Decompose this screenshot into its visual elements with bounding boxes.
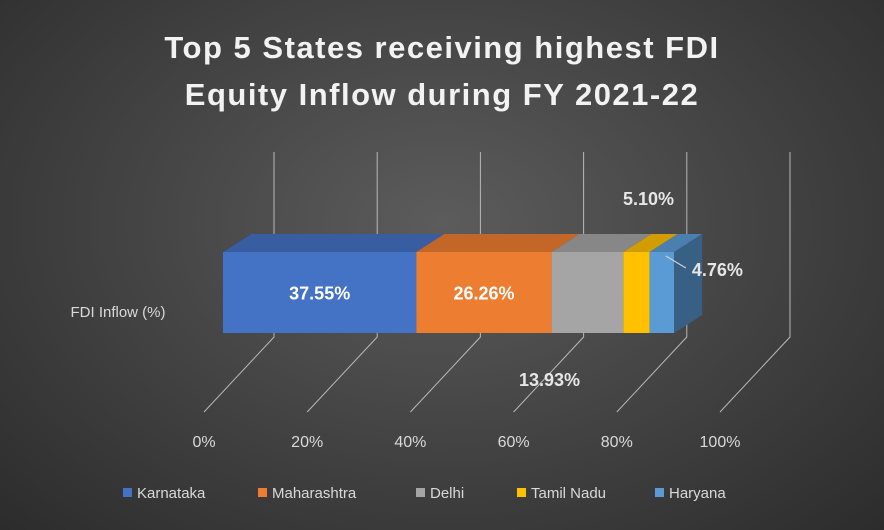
x-tick-label: 100% (700, 434, 741, 451)
legend-label: Tamil Nadu (531, 485, 606, 502)
chart-title: Top 5 States receiving highest FDI Equity… (164, 30, 719, 112)
legend-label: Maharashtra (272, 485, 357, 502)
category-axis: FDI Inflow (%) (70, 304, 165, 321)
bar-segment-karnataka (223, 234, 445, 333)
legend-label: Haryana (669, 485, 726, 502)
legend-swatch (123, 488, 132, 497)
bar-segment-tamil-nadu (623, 234, 678, 333)
x-tick-label: 20% (291, 434, 323, 451)
category-label: FDI Inflow (%) (70, 304, 165, 321)
legend: Karnataka Maharashtra Delhi Tamil Nadu Harya… (123, 485, 726, 502)
legend-item-delhi: Delhi (416, 485, 464, 502)
chart-title-line-1: Top 5 States receiving highest FDI (164, 30, 719, 65)
data-label-tamil-nadu: 5.10% (623, 189, 674, 209)
bar-segment-haryana (649, 234, 703, 333)
legend-swatch (416, 488, 425, 497)
data-label-haryana: 4.76% (692, 260, 743, 280)
gridline-3 (513, 152, 585, 413)
legend-label: Karnataka (137, 485, 206, 502)
chart-title-line-2: Equity Inflow during FY 2021-22 (185, 77, 699, 112)
gridline-2 (410, 152, 481, 413)
legend-item-tamil-nadu: Tamil Nadu (517, 485, 606, 502)
x-tick-label: 0% (192, 434, 215, 451)
legend-swatch (517, 488, 526, 497)
gridline-1 (306, 152, 378, 413)
x-tick-label: 80% (601, 434, 633, 451)
legend-label: Delhi (430, 485, 464, 502)
data-labels: 37.55% 26.26% 13.93% 5.10% 4.76% (289, 189, 743, 390)
data-label-maharashtra: 26.26% (453, 284, 514, 304)
gridline-5 (719, 152, 791, 413)
legend-item-karnataka: Karnataka (123, 485, 206, 502)
bar-segment-maharashtra (416, 234, 580, 333)
leader-line (665, 255, 687, 269)
gridline-4 (616, 152, 688, 413)
x-tick-label: 40% (394, 434, 426, 451)
gridlines (203, 152, 791, 413)
x-tick-label: 60% (498, 434, 530, 451)
data-label-karnataka: 37.55% (289, 284, 350, 304)
bar-segment-delhi (551, 234, 652, 333)
legend-swatch (258, 488, 267, 497)
data-label-delhi: 13.93% (519, 370, 580, 390)
legend-item-maharashtra: Maharashtra (258, 485, 357, 502)
legend-swatch (655, 488, 664, 497)
legend-item-haryana: Haryana (655, 485, 726, 502)
gridline-0 (203, 152, 275, 413)
x-axis-ticks: 0% 20% 40% 60% 80% 100% (192, 434, 740, 451)
bars (223, 234, 703, 333)
